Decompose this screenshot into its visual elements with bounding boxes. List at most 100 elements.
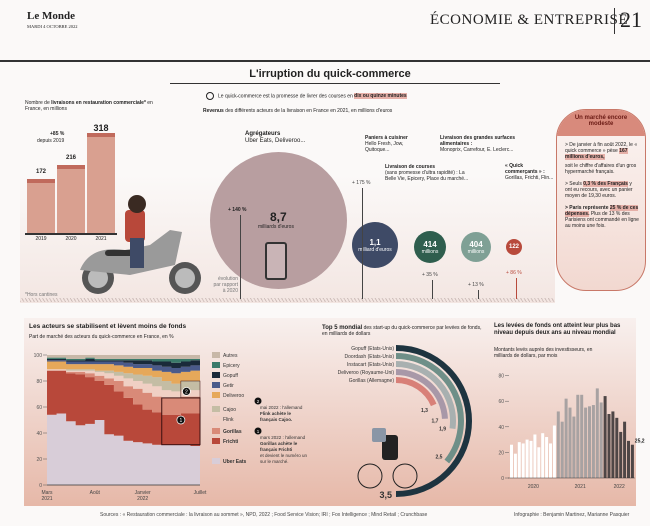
cyclist-icon [382, 435, 398, 460]
annotation-marker [254, 397, 262, 405]
area-gopuff [47, 358, 200, 368]
arc-label: Gopuff (Etats-Unis) [351, 346, 394, 352]
delivery-value: 172 [35, 168, 46, 175]
arc-value: 3,5 [379, 490, 392, 500]
bar-2021 [595, 388, 599, 478]
arc-doordash [395, 353, 464, 464]
delivery-bar-2020 [57, 165, 85, 233]
aggregators-unit: milliards d'euros [258, 224, 294, 230]
area-chart-subtitle: Part de marché des acteurs du quick-comm… [29, 334, 174, 340]
legend-swatch [212, 438, 220, 444]
funding-bar-chart: 0 20 40 60 80 2020 2021 2022 25,2 [498, 374, 645, 490]
annotation-text: Flink achète le [260, 411, 292, 416]
bar-2020 [510, 444, 513, 478]
annotation-marker [176, 415, 186, 425]
delivery-value: 318 [93, 123, 109, 133]
annotation-text: Gorillas achète le [260, 441, 298, 446]
actor-unit: milliard d'euros [358, 246, 392, 253]
bar-2020 [525, 439, 529, 478]
arc-value: 1,9 [439, 426, 446, 432]
y-tick: 20 [498, 450, 504, 456]
actor-unit: millions [421, 248, 439, 255]
x-tick: Août [90, 490, 101, 496]
y-tick: 80 [36, 379, 42, 385]
delivery-year: 2019 [35, 236, 47, 242]
sidebar-text: > De janvier à fin août 2022, le « quick… [565, 142, 639, 229]
top5-radial-chart: Gopuff (Etats-Unis) 3,5 Doordash (Etats-Un… [338, 345, 472, 500]
actor-quick-commerce: « Quick commerçants » : Gorillas, Frichti… [505, 163, 554, 181]
deliveries-caption: Nombre de livraisons en restauration com… [25, 100, 153, 112]
annotation-text: français Frichti [260, 447, 292, 452]
bar-2020 [537, 447, 541, 478]
legend-label: Deliveroo [223, 393, 244, 399]
x-tick: Juillet [194, 490, 207, 496]
arc-gopuff [395, 345, 472, 497]
legend-swatch [212, 416, 220, 422]
aggregators-value: 8,7 [270, 210, 287, 224]
annotation-text: français Cajoo. [260, 417, 292, 422]
x-tick: 2021 [41, 496, 52, 502]
legend-label: Uber Eats [223, 459, 247, 465]
annotation-marker-label: 2 [185, 389, 188, 395]
delivery-year: 2020 [65, 236, 77, 242]
legend-swatch [212, 428, 220, 434]
last-value-label: 25,2 [635, 439, 645, 445]
arc-label: Instacart (Etats-Unis) [347, 362, 394, 368]
bar-2020 [552, 425, 556, 478]
arc-value: 1,3 [421, 408, 428, 414]
sidebar-title: Un marché encore modeste [557, 110, 645, 136]
arc-label: Doordash (Etats-Unis) [345, 354, 395, 360]
intro-text: Le quick-commerce est la promesse de liv… [206, 92, 407, 100]
newspaper-logo: Le Monde [27, 10, 75, 22]
area-autres [47, 355, 200, 359]
area-deliveroo [47, 361, 200, 384]
actor-bubble: 122 [506, 239, 522, 255]
ground-line [20, 298, 555, 302]
actor-growth: + 13 % [468, 282, 484, 288]
bar-2021 [560, 421, 564, 478]
smartphone-cart-icon [265, 242, 287, 280]
bar-2022 [603, 396, 607, 478]
arc-label: Gorillas (Allemagne) [349, 378, 395, 384]
growth-arrow [362, 188, 363, 299]
x-tick: 2021 [575, 484, 586, 490]
actor-meal-kits: Paniers à cuisiner Hello Fresh, Jow, Quit… [365, 135, 408, 153]
y-tick: 60 [36, 405, 42, 411]
legend-label: Gopuff [223, 373, 239, 379]
divider [614, 8, 615, 34]
bar-2021 [588, 406, 591, 478]
y-tick: 0 [39, 483, 42, 489]
actor-grocery-delivery: Livraison de courses (sans promesse d'ult… [385, 164, 469, 182]
legend-swatch [212, 406, 220, 412]
legend-label: Getir [223, 383, 234, 389]
bar-2022 [619, 431, 623, 478]
scooter-illustration [80, 195, 201, 294]
arc-gorillas [395, 377, 437, 407]
y-tick: 40 [498, 425, 504, 431]
arc-value: 1,7 [431, 418, 438, 424]
actor-supermarkets: Livraison des grandes surfaces alimentai… [440, 135, 516, 153]
section-title: ÉCONOMIE & ENTREPRISE [430, 12, 628, 28]
y-tick: 0 [501, 476, 504, 482]
delivery-year: 2021 [95, 236, 107, 242]
annotation-marker [182, 387, 191, 396]
legend-swatch [212, 372, 220, 378]
bar-2020 [541, 433, 545, 478]
delivery-bag-icon [372, 428, 386, 442]
deliveries-axis [25, 233, 117, 235]
issue-date: MARDI 4 OCTOBRE 2022 [27, 24, 78, 29]
bar-2020 [517, 442, 521, 478]
actor-growth: + 86 % [506, 270, 522, 276]
annotation-date: mai 2022 : l'allemand [260, 405, 303, 410]
bar-2022 [630, 444, 634, 478]
area-chart-title: Les acteurs se stabilisent et lèvent moi… [29, 323, 187, 330]
growth-arrow [478, 290, 479, 299]
x-tick: Janvier [135, 490, 151, 496]
x-tick: 2020 [528, 484, 539, 490]
bar-2021 [584, 407, 588, 478]
sources: Sources : « Restauration commerciale : l… [100, 512, 428, 518]
footnote: *Hors cantines [25, 292, 58, 298]
deliveries-growth-note: depuis 2019 [37, 138, 65, 144]
growth-arrow [516, 278, 517, 299]
y-tick: 40 [36, 431, 42, 437]
